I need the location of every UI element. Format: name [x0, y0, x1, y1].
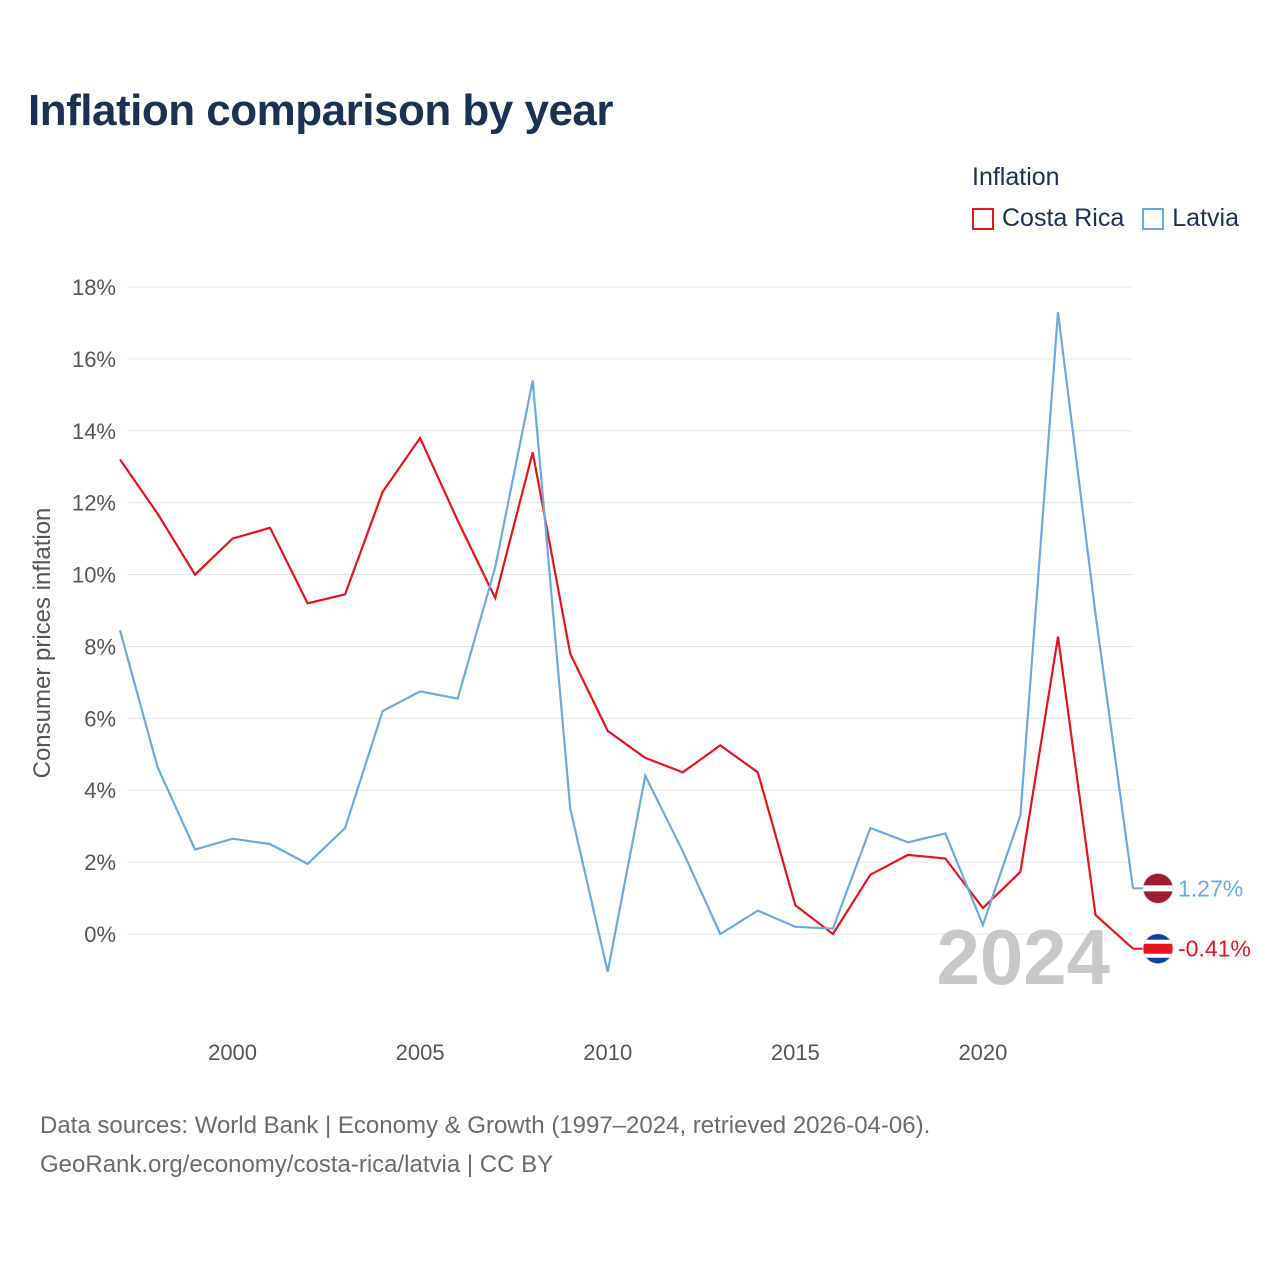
end-markers: -0.41% 1.27%: [1133, 872, 1251, 965]
flag-latvia-icon: [1142, 872, 1174, 904]
y-tick-label: 18%: [72, 275, 116, 300]
x-tick-label: 2010: [583, 1040, 632, 1065]
x-tick-label: 2020: [958, 1040, 1007, 1065]
end-value-label-latvia: 1.27%: [1178, 875, 1243, 901]
y-tick-label: 6%: [84, 706, 116, 731]
series-lines: [118, 312, 1135, 972]
y-tick-label: 14%: [72, 419, 116, 444]
footer-link[interactable]: GeoRank.org/economy/costa-rica/latvia | …: [40, 1151, 554, 1178]
y-tick-label: 10%: [72, 563, 116, 588]
legend-title: Inflation: [972, 163, 1060, 191]
flag-costa-rica-icon: [1142, 933, 1174, 965]
legend-item-costa-rica[interactable]: Costa Rica: [972, 204, 1124, 233]
grid-lines: [127, 286, 1133, 935]
y-tick-label: 16%: [72, 347, 116, 372]
y-axis-label: Consumer prices inflation: [29, 508, 56, 779]
y-tick-label: 4%: [84, 778, 116, 803]
y-axis-ticks: 0% 2% 4% 6% 8% 10% 12% 14% 16% 18%: [72, 275, 116, 947]
legend-label-latvia: Latvia: [1172, 204, 1239, 232]
footer: Data sources: World Bank | Economy & Gro…: [40, 1106, 930, 1184]
x-tick-label: 2015: [771, 1040, 820, 1065]
legend: Costa Rica Latvia: [972, 204, 1257, 233]
legend-swatch-costa-rica: [972, 207, 994, 230]
current-year-label: 2024: [936, 913, 1110, 1001]
y-tick-label: 0%: [84, 922, 116, 947]
legend-swatch-latvia: [1142, 207, 1165, 230]
x-tick-label: 2005: [396, 1040, 445, 1065]
x-tick-label: 2000: [208, 1040, 257, 1065]
y-tick-label: 8%: [84, 634, 116, 659]
chart-title: Inflation comparison by year: [28, 86, 614, 135]
series-line-latvia: [118, 312, 1135, 972]
x-axis-ticks: 2000 2005 2010 2015 2020: [208, 1040, 1007, 1065]
legend-item-latvia[interactable]: Latvia: [1142, 204, 1239, 233]
legend-label-costa-rica: Costa Rica: [1002, 204, 1125, 232]
end-value-label-costa-rica: -0.41%: [1178, 936, 1251, 962]
series-line-costa-rica: [119, 435, 1134, 950]
y-tick-label: 12%: [72, 491, 116, 516]
y-tick-label: 2%: [84, 850, 116, 875]
footer-sources: Data sources: World Bank | Economy & Gro…: [40, 1112, 931, 1139]
